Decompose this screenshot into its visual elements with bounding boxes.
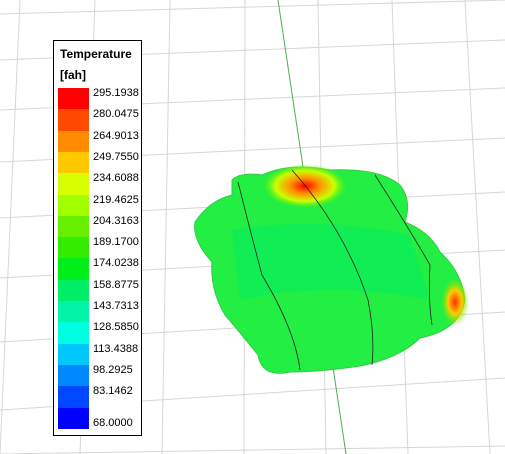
legend-label: 219.4625 <box>93 193 139 206</box>
legend-label: 83.1462 <box>93 385 133 398</box>
legend-label: 264.9013 <box>93 129 139 142</box>
legend-title: Temperature <box>60 47 132 61</box>
color-swatch <box>58 386 89 408</box>
legend: Temperature [fah] 295.1938 280.0475 264.90… <box>53 40 142 436</box>
legend-label: 189.1700 <box>93 236 139 249</box>
color-swatch <box>58 173 89 195</box>
color-swatch <box>58 151 89 174</box>
color-swatch <box>58 215 89 238</box>
legend-label: 204.3163 <box>93 214 139 227</box>
color-swatch <box>58 407 89 430</box>
legend-label: 68.0000 <box>93 416 133 429</box>
color-swatch <box>58 279 89 302</box>
color-swatch <box>58 364 89 387</box>
color-swatch <box>58 109 89 132</box>
legend-label: 295.1938 <box>93 87 139 99</box>
legend-label: 98.2925 <box>93 363 133 376</box>
legend-label: 280.0475 <box>93 108 139 121</box>
color-swatch <box>58 130 89 153</box>
legend-label: 158.8775 <box>93 278 139 291</box>
color-swatch <box>58 194 89 217</box>
color-swatch <box>58 258 89 281</box>
legend-label: 143.7313 <box>93 300 139 312</box>
color-swatch <box>58 301 89 323</box>
color-swatch <box>58 88 89 110</box>
legend-label: 128.5850 <box>93 321 139 334</box>
color-swatch <box>58 237 89 259</box>
model <box>194 164 469 374</box>
color-swatch <box>58 343 89 366</box>
legend-label: 113.4388 <box>93 342 139 355</box>
legend-label: 174.0238 <box>93 257 139 270</box>
legend-unit: [fah] <box>60 68 86 82</box>
legend-label: 234.6088 <box>93 172 139 185</box>
color-swatch <box>58 322 89 345</box>
legend-label: 249.7550 <box>93 150 139 163</box>
